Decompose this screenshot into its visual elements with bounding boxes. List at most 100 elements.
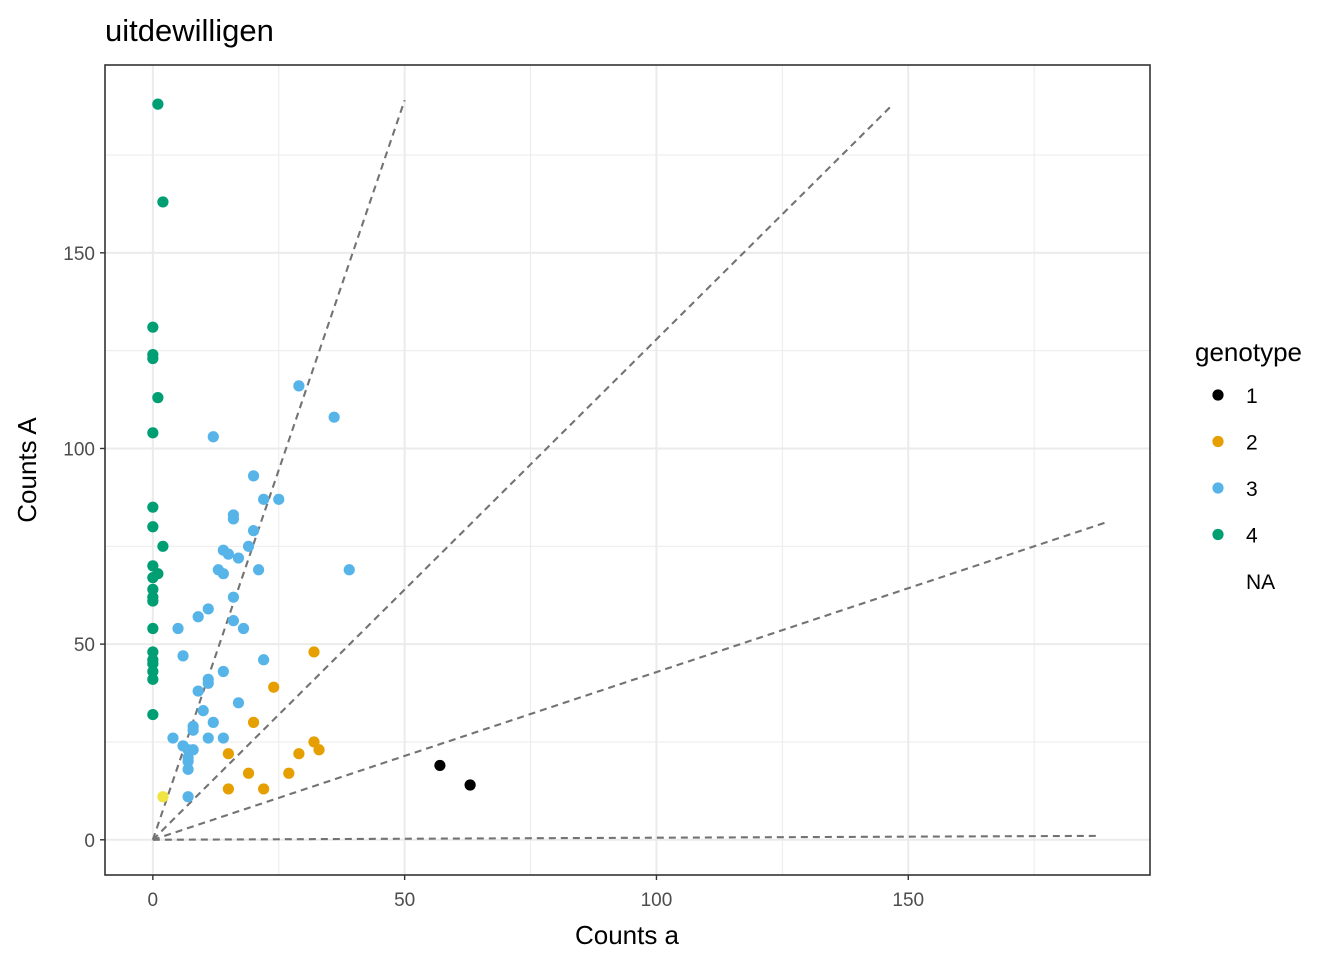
legend-key-3 (1212, 482, 1224, 494)
data-point-genotype-4 (157, 540, 169, 552)
data-point-genotype-4 (152, 98, 164, 110)
data-point-genotype-3 (258, 493, 270, 505)
data-point-genotype-2 (242, 767, 255, 779)
data-point-genotype-2 (268, 681, 280, 693)
data-point-genotype-3 (293, 380, 305, 392)
data-point-genotype-3 (172, 622, 184, 635)
data-point-genotype-2 (222, 748, 234, 760)
dashed-reference-line (151, 99, 406, 841)
data-point-genotype-4 (147, 583, 159, 595)
data-point-genotype-3 (207, 716, 219, 728)
data-point-genotype-1 (434, 759, 446, 772)
x-tick-label: 150 (892, 890, 924, 911)
data-point-genotype-3 (247, 470, 260, 482)
data-point-genotype-4 (147, 572, 159, 584)
x-axis-title: Counts a (575, 920, 680, 950)
data-point-genotype-3 (232, 697, 245, 709)
data-point-genotype-3 (182, 791, 194, 803)
legend-label-4: 4 (1246, 525, 1258, 548)
legend-label-3: 3 (1246, 478, 1258, 501)
dashed-reference-line (152, 103, 894, 841)
legend-key-2 (1212, 435, 1224, 448)
data-point-genotype-3 (177, 650, 189, 662)
legend-label-NA: NA (1246, 571, 1275, 594)
data-point-genotype-3 (167, 732, 179, 744)
data-point-genotype-3 (187, 724, 199, 736)
data-point-genotype-3 (197, 705, 209, 717)
data-point-genotype-4 (147, 622, 159, 635)
data-point-genotype-3 (182, 755, 194, 768)
data-point-genotype-3 (328, 411, 340, 423)
data-point-genotype-2 (283, 767, 295, 779)
data-point-genotype-3 (242, 540, 255, 552)
legend: genotype 1 2 3 4 NA (1195, 337, 1302, 594)
data-point-genotype-4 (147, 673, 159, 685)
data-point-genotype-3 (192, 685, 204, 697)
data-point-genotype-3 (217, 732, 229, 744)
data-point-genotype-4 (147, 321, 159, 333)
data-point-genotype-4 (147, 595, 159, 607)
data-point-genotype-3 (192, 611, 204, 623)
data-points (147, 98, 476, 803)
y-tick-label: 100 (63, 439, 95, 460)
data-point-genotype-4 (147, 352, 159, 365)
panel-border (104, 64, 1151, 876)
data-point-genotype-3 (343, 564, 355, 576)
data-point-genotype-1 (464, 779, 476, 791)
data-point-genotype-3 (232, 552, 245, 564)
data-point-genotype-3 (227, 615, 240, 627)
y-axis: 0 50 100 150 (63, 244, 105, 852)
y-axis-title: Counts A (12, 417, 42, 523)
data-point-genotype-3 (222, 548, 234, 560)
legend-label-2: 2 (1246, 432, 1258, 455)
x-tick-label: 100 (641, 890, 673, 911)
y-tick-label: 150 (63, 244, 95, 265)
legend-title: genotype (1195, 337, 1302, 367)
chart-title: uitdewilligen (105, 13, 274, 48)
y-tick-label: 50 (74, 635, 95, 656)
x-tick-label: 50 (394, 890, 415, 911)
legend-key-1 (1212, 389, 1224, 401)
data-point-genotype-3 (237, 622, 250, 635)
data-point-genotype-3 (227, 591, 240, 603)
data-point-genotype-3 (227, 513, 240, 525)
data-point-genotype-4 (147, 521, 159, 533)
minor-gridlines (105, 65, 1150, 875)
data-point-genotype-2 (313, 744, 325, 756)
legend-label-1: 1 (1246, 385, 1258, 408)
data-point-genotype-3 (202, 732, 214, 744)
data-point-genotype-4 (147, 665, 159, 678)
reference-lines (151, 99, 1106, 841)
data-point-genotype-4 (147, 658, 159, 670)
major-gridlines (105, 65, 1150, 875)
data-point-genotype-3 (217, 665, 229, 678)
data-point-genotype-2 (258, 783, 270, 795)
x-tick-label: 0 (148, 890, 159, 911)
data-point-genotype-4 (147, 427, 159, 439)
plot-panel (104, 64, 1151, 876)
data-point-genotype-3 (202, 603, 214, 615)
data-point-genotype-2 (308, 646, 320, 658)
data-point-genotype-NA (157, 791, 169, 803)
data-point-genotype-3 (258, 654, 270, 666)
data-point-genotype-3 (207, 431, 219, 443)
data-point-genotype-3 (273, 493, 285, 505)
data-point-genotype-4 (147, 501, 159, 513)
data-point-genotype-4 (147, 646, 159, 658)
data-point-genotype-4 (152, 392, 164, 404)
dashed-reference-line (152, 834, 1100, 841)
data-point-genotype-4 (157, 196, 169, 208)
data-point-genotype-3 (217, 568, 229, 580)
x-axis: 0 50 100 150 (148, 875, 924, 911)
data-point-genotype-3 (253, 564, 265, 576)
data-point-genotype-2 (247, 716, 260, 728)
data-point-genotype-3 (202, 677, 214, 689)
data-point-genotype-2 (293, 748, 305, 760)
panel-background (105, 65, 1150, 875)
data-point-genotype-2 (222, 783, 234, 795)
data-point-genotype-3 (247, 525, 260, 537)
y-tick-label: 0 (84, 831, 95, 852)
data-point-genotype-4 (147, 708, 159, 721)
legend-key-4 (1212, 528, 1224, 541)
